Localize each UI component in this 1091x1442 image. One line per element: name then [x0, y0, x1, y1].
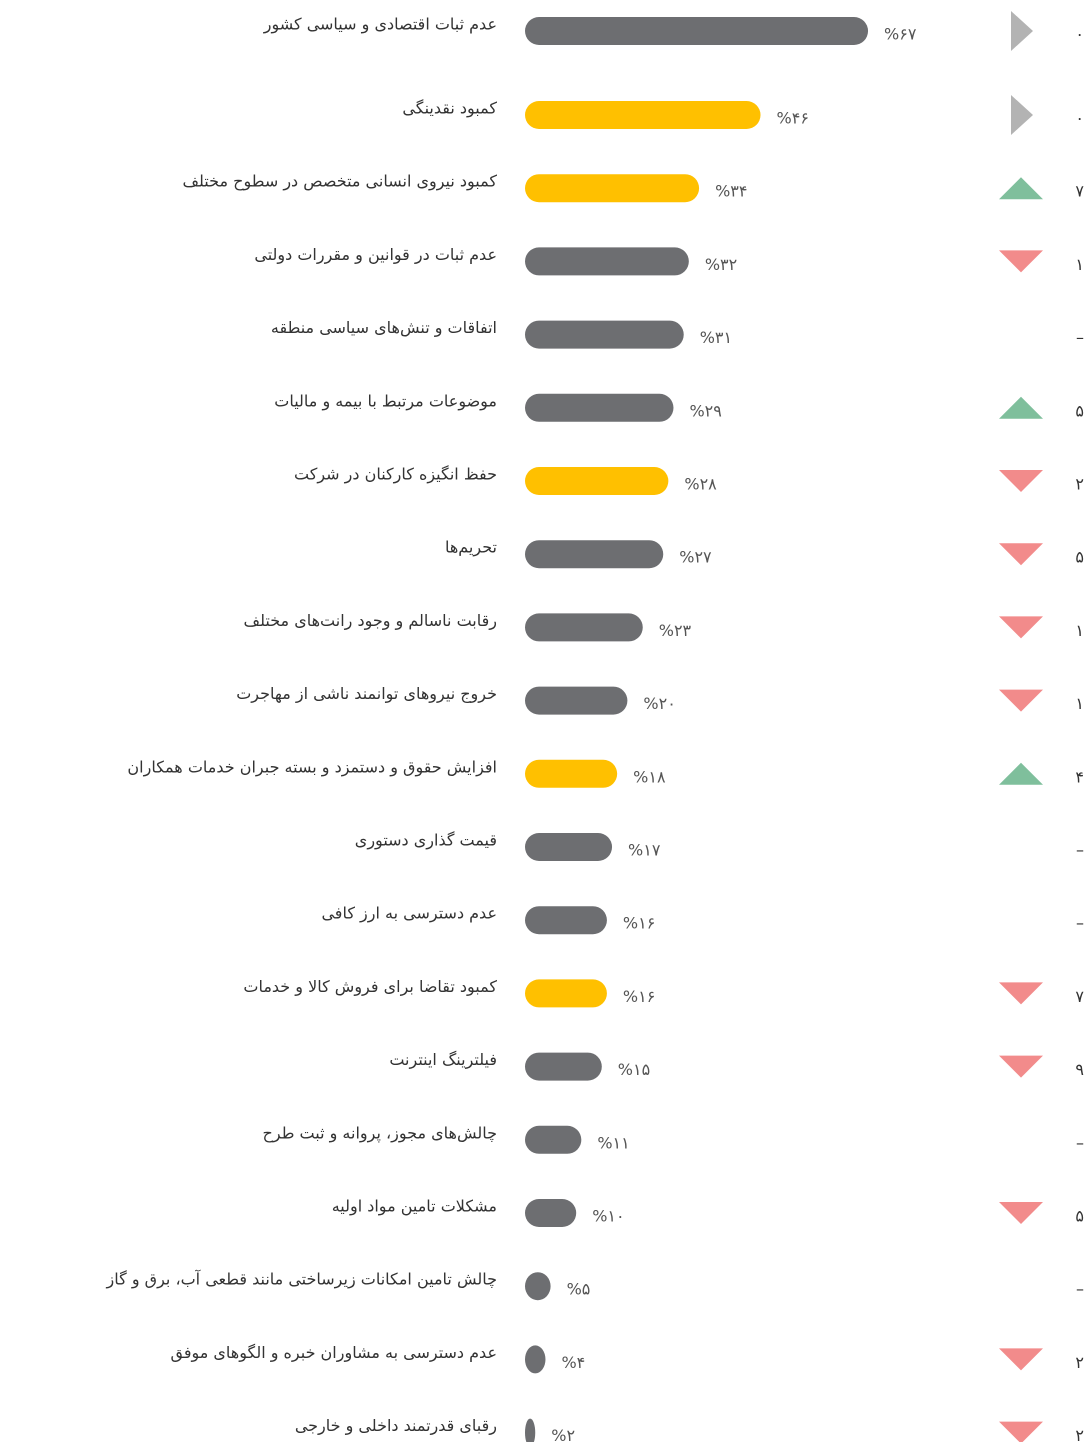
- bar: [525, 540, 664, 569]
- bar: [525, 686, 628, 715]
- category-label: قیمت گذاری دستوری: [355, 831, 497, 851]
- value-label: %۴۶: [777, 109, 809, 128]
- change-label: ۲: [1075, 1426, 1084, 1442]
- change-label: ۰: [1075, 25, 1084, 44]
- bar: [525, 393, 674, 422]
- bar: [525, 1052, 602, 1081]
- change-label: ۱: [1075, 694, 1084, 713]
- category-label: کمبود نقدینگی: [402, 99, 497, 119]
- change-label: –: [1076, 1133, 1084, 1152]
- change-label: ۱: [1075, 255, 1084, 274]
- category-label: رقابت ناسالم و وجود رانت‌های مختلف: [244, 611, 497, 631]
- value-label: %۵: [567, 1280, 591, 1299]
- category-label: مشکلات تامین مواد اولیه: [332, 1197, 497, 1217]
- trend-icon: [999, 762, 1043, 785]
- trend-icon: [1011, 95, 1033, 135]
- category-label: فیلترینگ اینترنت: [389, 1050, 497, 1070]
- value-label: %۲۳: [659, 621, 692, 640]
- change-label: ۲: [1075, 475, 1084, 494]
- change-label: –: [1076, 841, 1084, 860]
- bar: [525, 1345, 546, 1374]
- change-label: ۴: [1075, 767, 1084, 786]
- value-label: %۳۴: [715, 182, 747, 201]
- value-label: %۲۷: [679, 548, 712, 567]
- trend-icon: [999, 616, 1043, 639]
- change-label: ۰: [1075, 109, 1084, 128]
- value-label: %۲۸: [684, 475, 717, 494]
- trend-icon: [999, 177, 1043, 200]
- category-label: افزایش حقوق و دستمزد و بسته جبران خدمات …: [127, 757, 497, 777]
- bar: [525, 759, 618, 788]
- bar: [525, 1199, 577, 1227]
- change-label: ۵: [1075, 1207, 1084, 1226]
- value-label: %۱۵: [618, 1060, 650, 1079]
- change-label: –: [1076, 914, 1084, 933]
- category-label: کمبود نیروی انسانی متخصص در سطوح مختلف: [182, 172, 497, 192]
- category-label: تحریم‌ها: [445, 538, 497, 558]
- bar: [525, 320, 684, 349]
- change-label: ۷: [1075, 182, 1084, 201]
- trend-icon: [999, 396, 1043, 419]
- bar: [525, 174, 700, 203]
- value-label: %۳۱: [700, 328, 732, 347]
- bar: [525, 17, 869, 45]
- value-label: %۳۲: [705, 255, 737, 274]
- bar: [525, 1418, 536, 1442]
- category-label: چالش‌های مجوز، پروانه و ثبت طرح: [263, 1123, 497, 1143]
- trend-icon: [1011, 11, 1033, 51]
- bar: [525, 613, 643, 642]
- value-label: %۱۷: [628, 841, 661, 860]
- bar: [525, 906, 607, 935]
- value-label: %۱۱: [597, 1133, 629, 1152]
- change-label: –: [1076, 1280, 1084, 1299]
- value-label: %۶۷: [884, 25, 917, 44]
- trend-icon: [999, 1348, 1043, 1371]
- value-label: %۲: [551, 1426, 575, 1442]
- category-label: حفظ انگیزه کارکنان در شرکت: [294, 465, 497, 485]
- value-label: %۱۸: [633, 767, 666, 786]
- change-label: ۹: [1075, 1060, 1084, 1079]
- value-label: %۱۶: [623, 914, 655, 933]
- bar: [525, 1272, 551, 1301]
- value-label: %۱۶: [623, 987, 655, 1006]
- value-label: %۴: [561, 1353, 585, 1372]
- trend-icon: [999, 982, 1043, 1005]
- change-label: ۷: [1075, 987, 1084, 1006]
- bar: [525, 101, 761, 129]
- change-label: ۲: [1075, 1353, 1084, 1372]
- trend-icon: [999, 543, 1043, 566]
- change-label: ۱: [1075, 621, 1084, 640]
- value-label: %۱۰: [592, 1207, 624, 1226]
- trend-icon: [999, 1202, 1043, 1224]
- category-label: عدم دسترسی به مشاوران خبره و الگوهای موف…: [170, 1343, 497, 1363]
- bar: [525, 979, 607, 1008]
- change-label: ۵: [1075, 401, 1084, 420]
- trend-icon: [999, 470, 1043, 492]
- category-label: کمبود تقاضا برای فروش کالا و خدمات: [243, 977, 497, 997]
- value-label: %۲۰: [643, 694, 675, 713]
- category-label: عدم ثبات در قوانین و مقررات دولتی: [254, 245, 497, 265]
- category-label: موضوعات مرتبط با بیمه و مالیات: [274, 391, 497, 411]
- bar: [525, 833, 613, 861]
- trend-icon: [999, 1055, 1043, 1078]
- trend-icon: [999, 1421, 1043, 1442]
- category-label: اتفاقات و تنش‌های سیاسی منطقه: [271, 318, 497, 338]
- change-label: –: [1076, 328, 1084, 347]
- category-label: عدم دسترسی به ارز کافی: [321, 904, 497, 924]
- category-label: عدم ثبات اقتصادی و سیاسی کشور: [263, 15, 497, 35]
- value-label: %۲۹: [689, 401, 721, 420]
- bar: [525, 1125, 582, 1154]
- bar: [525, 467, 669, 495]
- change-label: ۵: [1075, 548, 1084, 567]
- bar: [525, 247, 689, 276]
- trend-icon: [999, 689, 1043, 712]
- trend-icon: [999, 250, 1043, 273]
- category-label: چالش تامین امکانات زیرساختی مانند قطعی آ…: [106, 1270, 497, 1290]
- category-label: خروج نیروهای توانمند ناشی از مهاجرت: [236, 684, 497, 704]
- category-label: رقبای قدرتمند داخلی و خارجی: [295, 1416, 497, 1436]
